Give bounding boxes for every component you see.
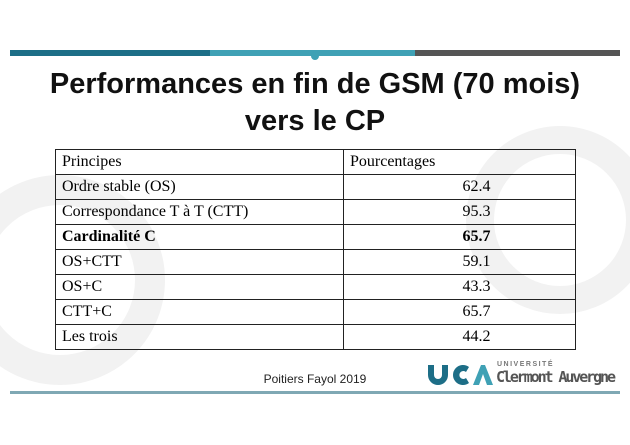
row: CTT+C 65.7 bbox=[55, 299, 576, 325]
header-cell: Principes bbox=[55, 149, 344, 175]
cell: 95.3 bbox=[343, 199, 576, 225]
logo-mark bbox=[473, 365, 493, 385]
row: OS+C 43.3 bbox=[55, 274, 576, 300]
header-row: Principes Pourcentages bbox=[55, 149, 576, 175]
cell: OS+C bbox=[55, 274, 344, 300]
top-bar bbox=[10, 50, 210, 56]
header-cell: Pourcentages bbox=[343, 149, 576, 175]
row: Ordre stable (OS) 62.4 bbox=[55, 174, 576, 200]
cell: OS+CTT bbox=[55, 249, 344, 275]
logo-mark bbox=[428, 365, 448, 385]
cell: 65.7 bbox=[343, 224, 576, 250]
source: Poitiers Fayol 2019 bbox=[263, 372, 367, 386]
cell: 62.4 bbox=[343, 174, 576, 200]
bottom-bar bbox=[10, 391, 620, 394]
top-bar bbox=[415, 50, 620, 56]
cell: Cardinalité C bbox=[55, 224, 344, 250]
title: Performances en fin de GSM (70 mois) bbox=[49, 68, 581, 100]
logo: UNIVERSITÉ Clermont Auvergne bbox=[428, 359, 616, 386]
cell: Les trois bbox=[55, 324, 344, 350]
row: Les trois 44.2 bbox=[55, 324, 576, 350]
cell: 65.7 bbox=[343, 299, 576, 325]
logo-small: UNIVERSITÉ bbox=[497, 359, 554, 368]
cell: 59.1 bbox=[343, 249, 576, 275]
table: Principes Pourcentages Ordre stable (OS) 6… bbox=[55, 149, 576, 350]
cell: 44.2 bbox=[343, 324, 576, 350]
cell: 43.3 bbox=[343, 274, 576, 300]
bar-dot bbox=[311, 52, 319, 60]
row: Correspondance T à T (CTT) 95.3 bbox=[55, 199, 576, 225]
cell: Correspondance T à T (CTT) bbox=[55, 199, 344, 225]
row: Cardinalité C 65.7 bbox=[55, 224, 576, 250]
row: OS+CTT 59.1 bbox=[55, 249, 576, 275]
logo-name: Clermont Auvergne bbox=[496, 368, 616, 386]
cell: CTT+C bbox=[55, 299, 344, 325]
title: vers le CP bbox=[244, 105, 386, 137]
cell: Ordre stable (OS) bbox=[55, 174, 344, 200]
logo-mark bbox=[453, 365, 469, 385]
